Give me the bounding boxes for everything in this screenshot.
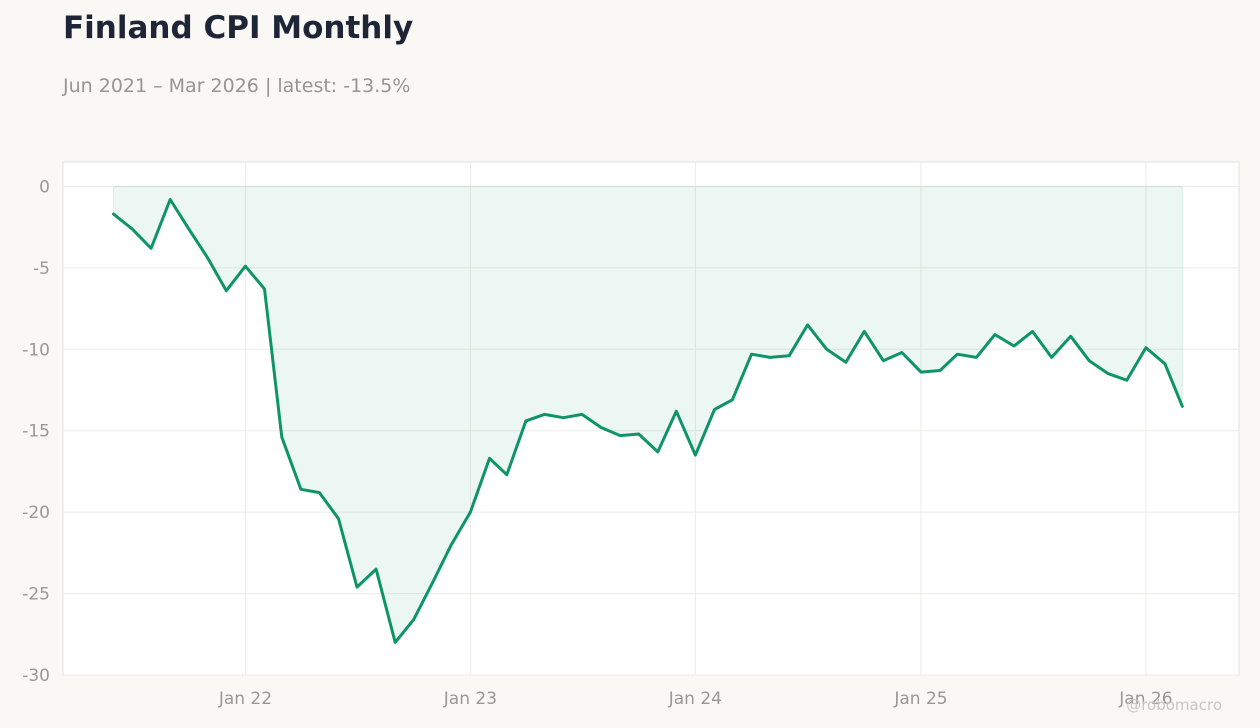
y-tick-label: -15 [22, 422, 50, 442]
y-tick-label: 0 [39, 177, 50, 197]
watermark: @robomacro [1126, 696, 1222, 714]
y-tick-label: -10 [22, 340, 50, 360]
series-line [112, 198, 1184, 644]
y-tick-label: -25 [22, 585, 50, 605]
chart-subtitle: Jun 2021 – Mar 2026 | latest: -13.5% [63, 75, 411, 97]
chart-title: Finland CPI Monthly [63, 10, 414, 46]
x-tick-label: Jan 25 [893, 689, 947, 709]
x-tick-label: Jan 22 [218, 689, 272, 709]
y-tick-label: -30 [22, 666, 50, 686]
y-tick-label: -5 [33, 259, 50, 279]
x-tick-label: Jan 24 [668, 689, 722, 709]
plot-area [62, 161, 1240, 676]
x-tick-label: Jan 23 [443, 689, 497, 709]
y-tick-label: -20 [22, 503, 50, 523]
x-tick-label: Jan 26 [1118, 689, 1172, 709]
